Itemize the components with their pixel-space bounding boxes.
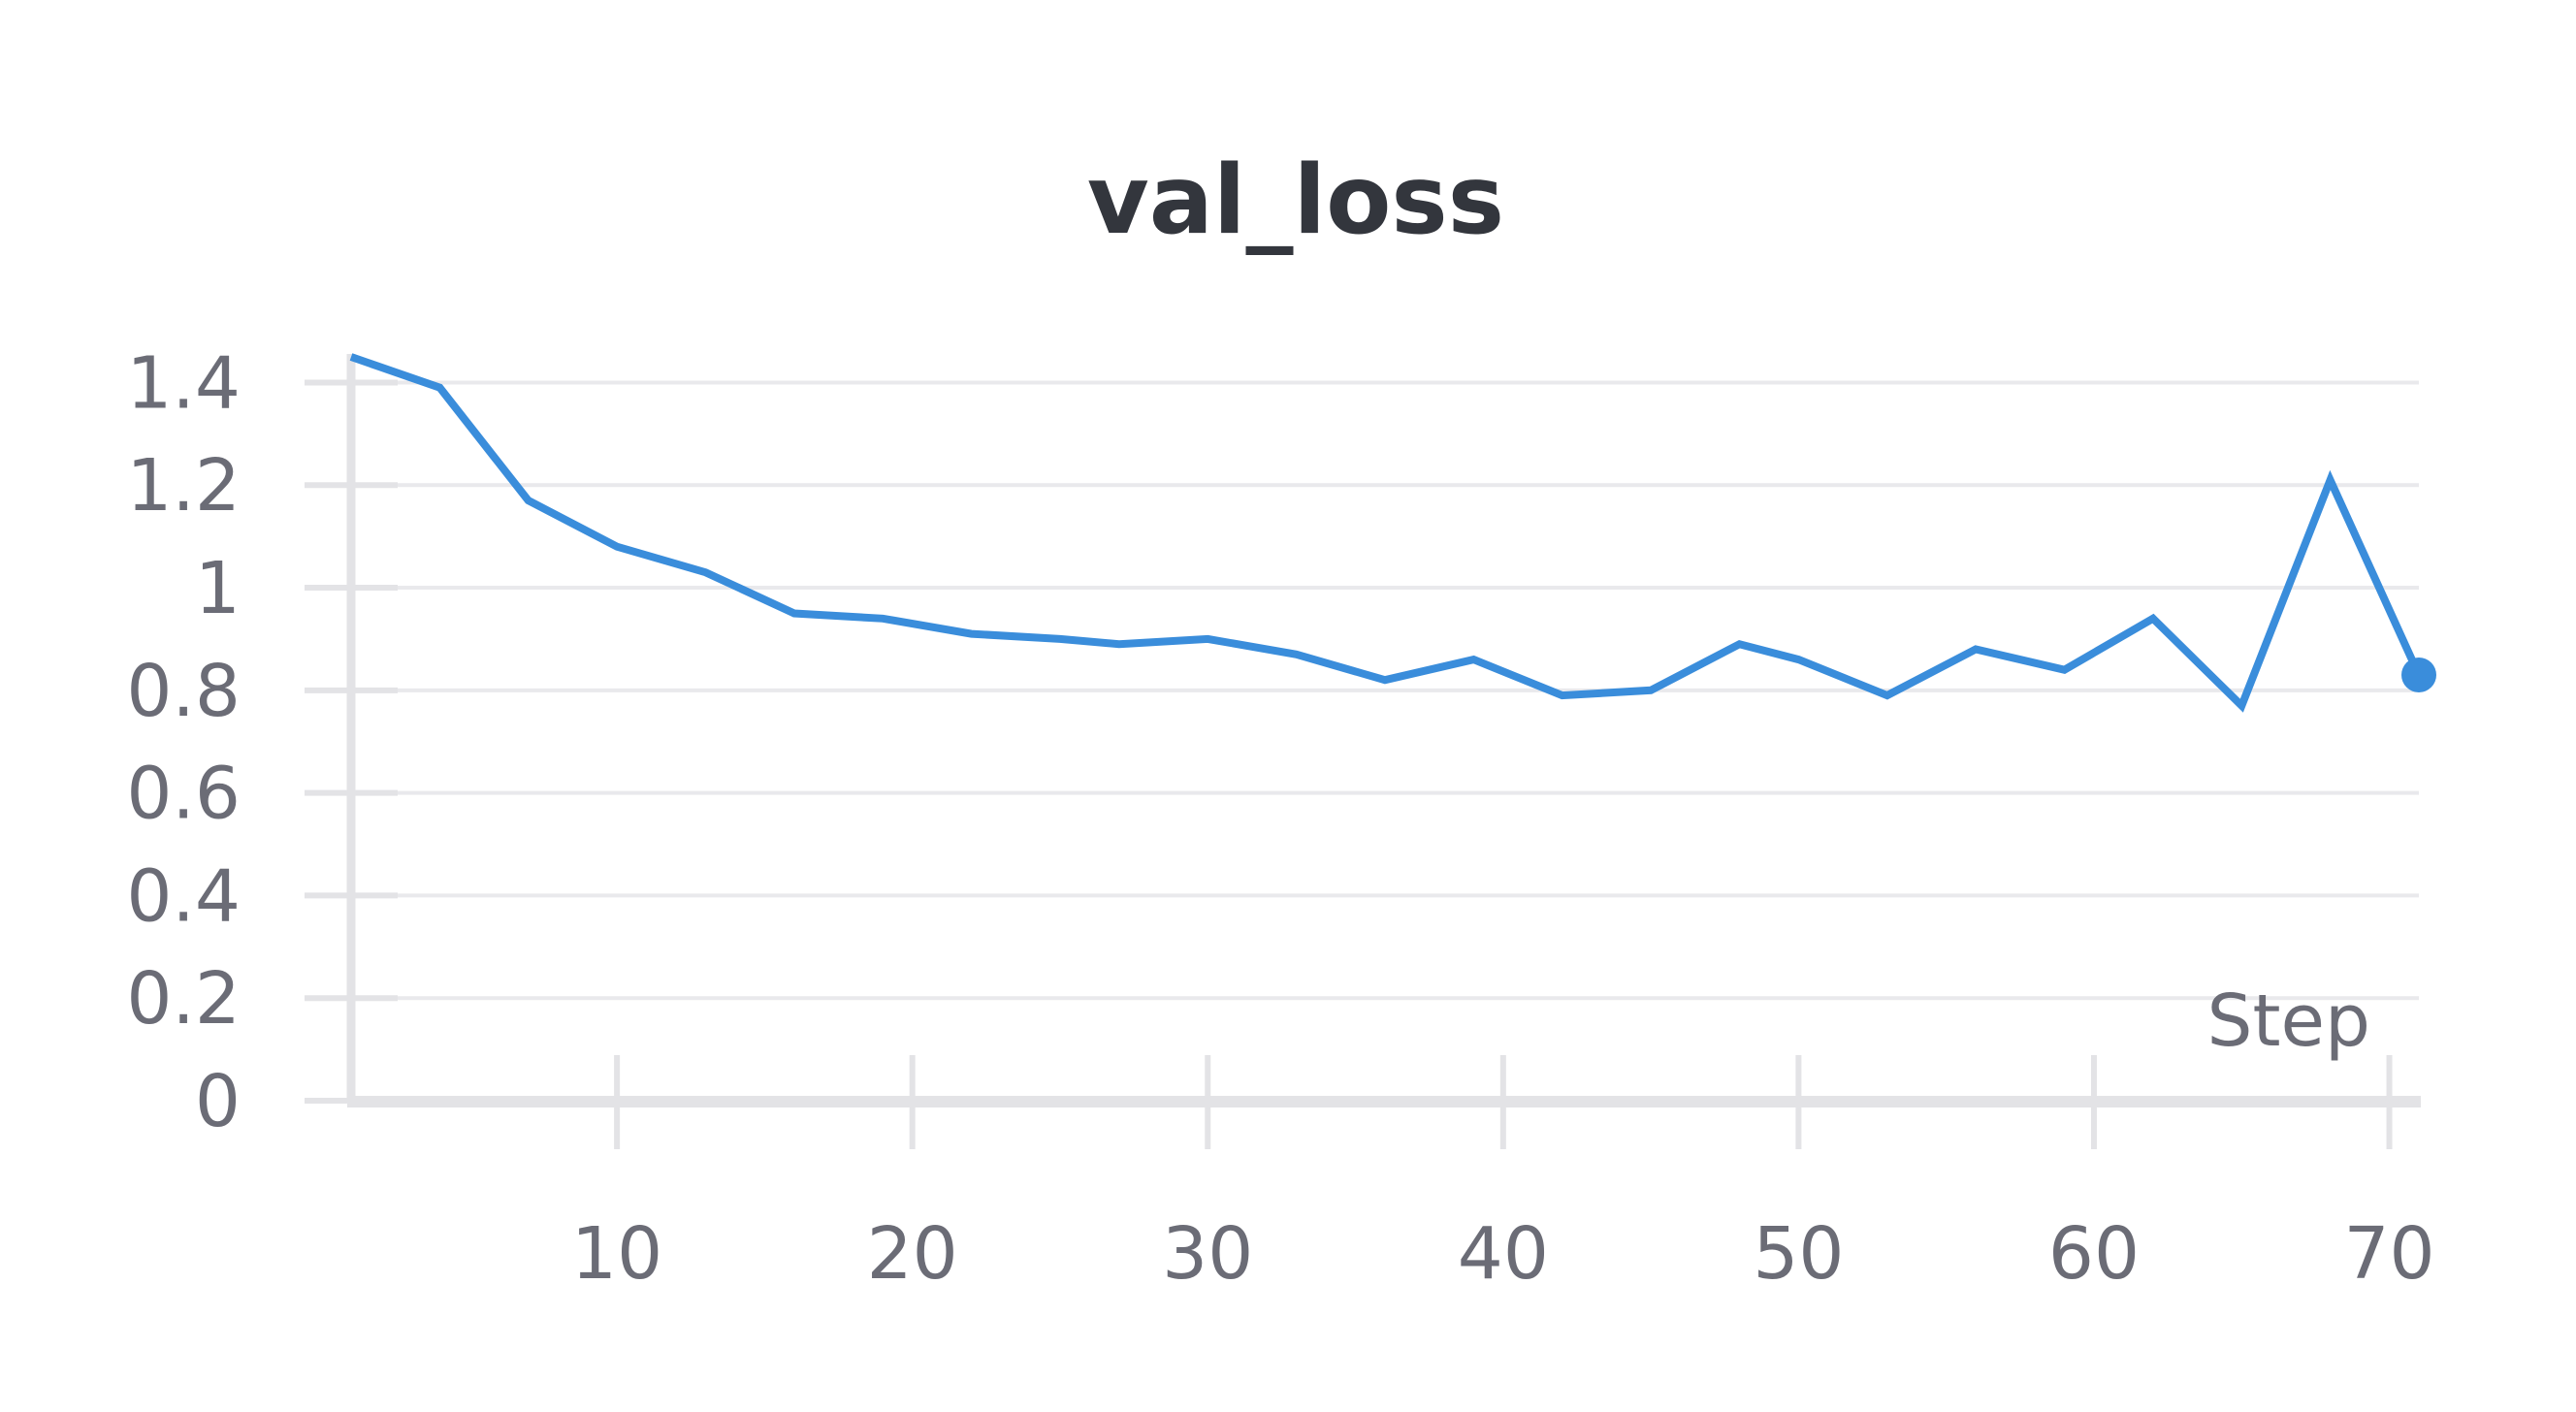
x-tick-label: 70	[2343, 1212, 2434, 1296]
gridlines	[351, 380, 2419, 1001]
tick-labels: 0 0.2 0.4 0.6 0.8 1 1.2 1.4 10 20 30 40 50 60 70	[126, 341, 2434, 1296]
y-tick-label: 0.6	[126, 753, 241, 836]
x-axis-title: Step	[2207, 979, 2371, 1063]
x-tick-label: 40	[1458, 1212, 1549, 1296]
x-tick-label: 10	[571, 1212, 662, 1296]
y-tick-label: 0	[195, 1060, 241, 1143]
y-tick-label: 1	[195, 547, 241, 630]
y-tick-label: 0.2	[126, 957, 241, 1041]
y-tick-label: 1.2	[126, 444, 241, 528]
chart-title: val_loss	[1087, 145, 1504, 256]
x-tick-label: 20	[867, 1212, 958, 1296]
y-tick-label: 1.4	[126, 341, 241, 425]
x-tick-label: 50	[1753, 1212, 1844, 1296]
x-tick-label: 60	[2048, 1212, 2140, 1296]
y-tick-label: 0.4	[126, 854, 241, 938]
axes	[305, 354, 2421, 1149]
y-tick-label: 0.8	[126, 650, 241, 733]
series-end-point	[2401, 657, 2436, 692]
x-tick-label: 30	[1162, 1212, 1253, 1296]
series-line	[349, 353, 2423, 713]
series	[349, 353, 2436, 713]
